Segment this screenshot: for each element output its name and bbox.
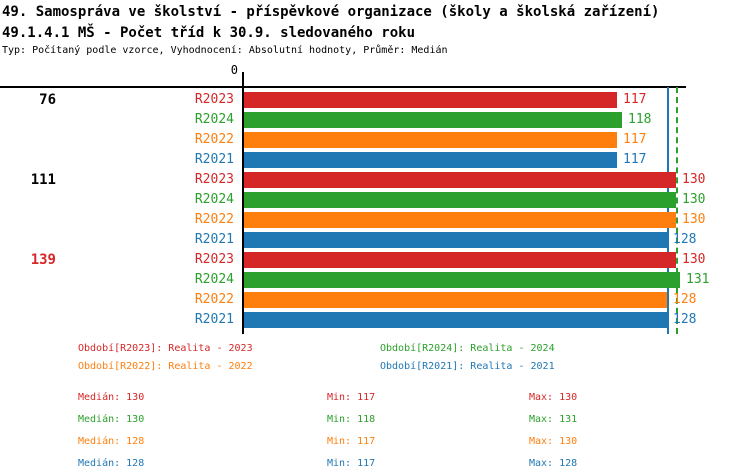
- stat-max-cell: Max: 131: [529, 414, 578, 425]
- value-axis-zero-label: 0: [230, 63, 238, 77]
- bar-value-label: 118: [628, 112, 652, 127]
- bar-r2022-group3: [244, 292, 667, 308]
- bar-r2021-group2: [244, 232, 667, 248]
- stat-min-cell: Min: 117: [327, 392, 376, 403]
- median-line-dashed-130: [676, 87, 678, 334]
- stat-min-cell: Min: 118: [327, 414, 376, 425]
- series-row-label-r2022: R2022: [194, 292, 234, 307]
- bar-r2024-group1: [244, 112, 622, 128]
- bar-r2023-group3: [244, 252, 676, 268]
- stat-max-cell: Max: 130: [529, 436, 578, 447]
- plot-top-border: [0, 86, 686, 88]
- bar-value-label: 128: [673, 312, 697, 327]
- chart-subtitle: 49.1.4.1 MŠ - Počet tříd k 30.9. sledova…: [2, 25, 416, 41]
- stat-median-cell: Medián: 128: [78, 436, 145, 447]
- bar-r2024-group3: [244, 272, 680, 288]
- series-row-label-r2023: R2023: [194, 92, 234, 107]
- legend-item: Období[R2021]: Realita - 2021: [380, 361, 555, 372]
- group-total-label: 139: [30, 252, 56, 268]
- bar-value-label: 117: [623, 152, 647, 167]
- group-total-label: 111: [30, 172, 56, 188]
- bar-r2023-group2: [244, 172, 676, 188]
- bar-r2023-group1: [244, 92, 617, 108]
- series-row-label-r2022: R2022: [194, 132, 234, 147]
- series-row-label-r2024: R2024: [194, 192, 234, 207]
- series-row-label-r2023: R2023: [194, 172, 234, 187]
- series-row-label-r2024: R2024: [194, 112, 234, 127]
- bar-r2022-group1: [244, 132, 617, 148]
- series-row-label-r2022: R2022: [194, 212, 234, 227]
- bar-r2022-group2: [244, 212, 676, 228]
- median-line-solid-128: [667, 87, 669, 334]
- stat-min-cell: Min: 117: [327, 436, 376, 447]
- bar-value-label: 131: [686, 272, 710, 287]
- bar-r2021-group1: [244, 152, 617, 168]
- series-row-label-r2024: R2024: [194, 272, 234, 287]
- series-row-label-r2023: R2023: [194, 252, 234, 267]
- bar-value-label: 117: [623, 92, 647, 107]
- stat-max-cell: Max: 130: [529, 392, 578, 403]
- bar-r2024-group2: [244, 192, 676, 208]
- bar-r2021-group3: [244, 312, 667, 328]
- legend-item: Období[R2022]: Realita - 2022: [78, 361, 253, 372]
- group-total-label: 76: [39, 92, 56, 108]
- bar-value-label: 128: [673, 292, 697, 307]
- stat-median-cell: Medián: 128: [78, 458, 145, 469]
- bar-value-label: 130: [682, 252, 706, 267]
- category-axis-line: [242, 72, 244, 334]
- series-row-label-r2021: R2021: [194, 312, 234, 327]
- series-row-label-r2021: R2021: [194, 232, 234, 247]
- stat-median-cell: Medián: 130: [78, 414, 145, 425]
- bar-value-label: 117: [623, 132, 647, 147]
- bar-value-label: 130: [682, 212, 706, 227]
- chart-meta-line: Typ: Počítaný podle vzorce, Vyhodnocení:…: [2, 45, 448, 56]
- stat-max-cell: Max: 128: [529, 458, 578, 469]
- series-row-label-r2021: R2021: [194, 152, 234, 167]
- stat-median-cell: Medián: 130: [78, 392, 145, 403]
- stat-min-cell: Min: 117: [327, 458, 376, 469]
- legend-item: Období[R2023]: Realita - 2023: [78, 343, 253, 354]
- bar-value-label: 128: [673, 232, 697, 247]
- bar-value-label: 130: [682, 172, 706, 187]
- legend-item: Období[R2024]: Realita - 2024: [380, 343, 555, 354]
- page-title: 49. Samospráva ve školství - příspěvkové…: [2, 4, 660, 20]
- bar-value-label: 130: [682, 192, 706, 207]
